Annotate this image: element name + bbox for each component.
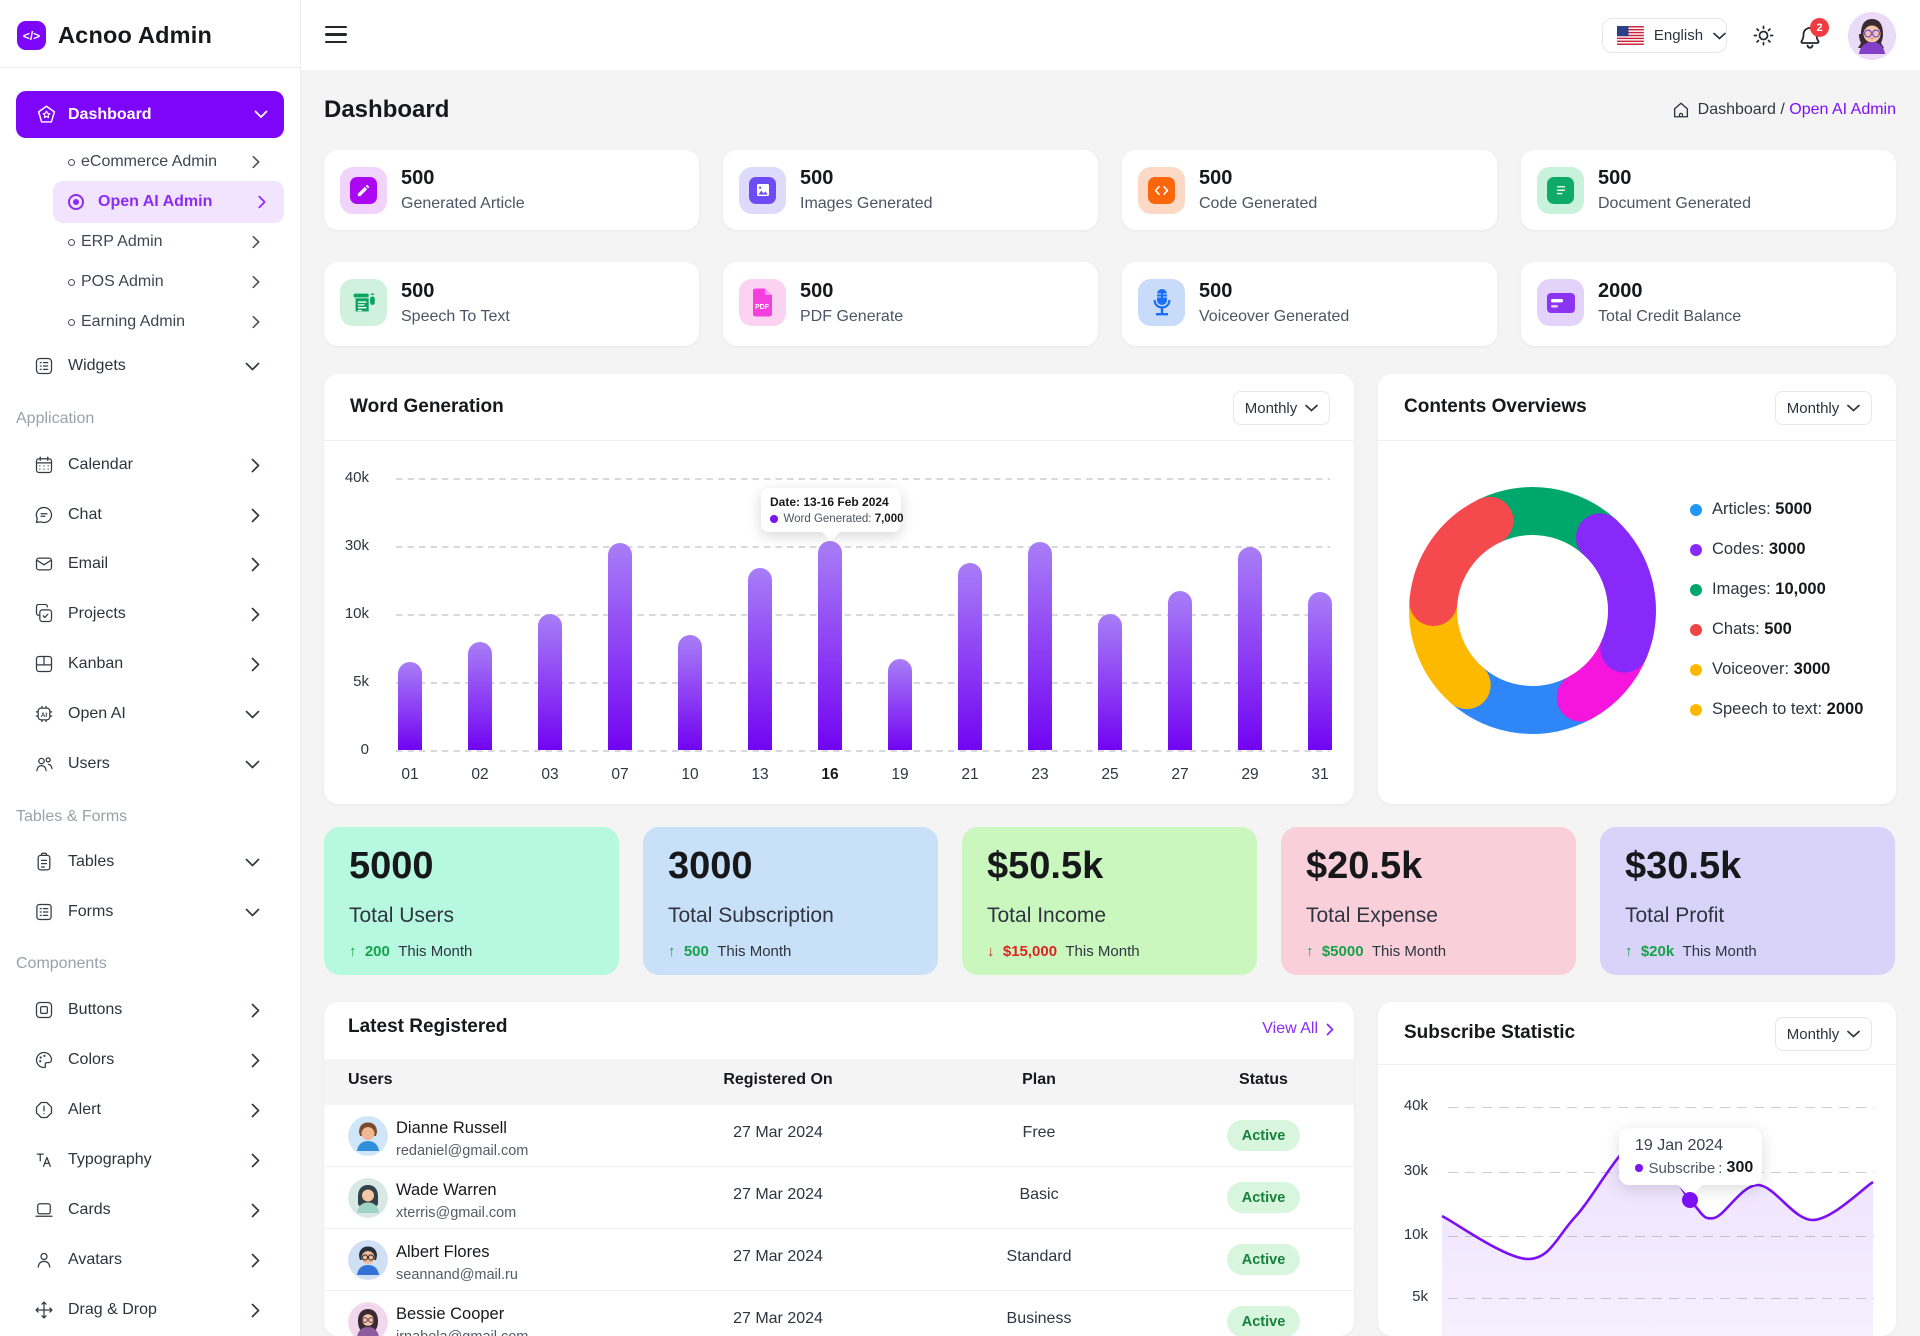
svg-text:PDF: PDF	[755, 304, 770, 311]
svg-text:AI: AI	[41, 712, 48, 719]
